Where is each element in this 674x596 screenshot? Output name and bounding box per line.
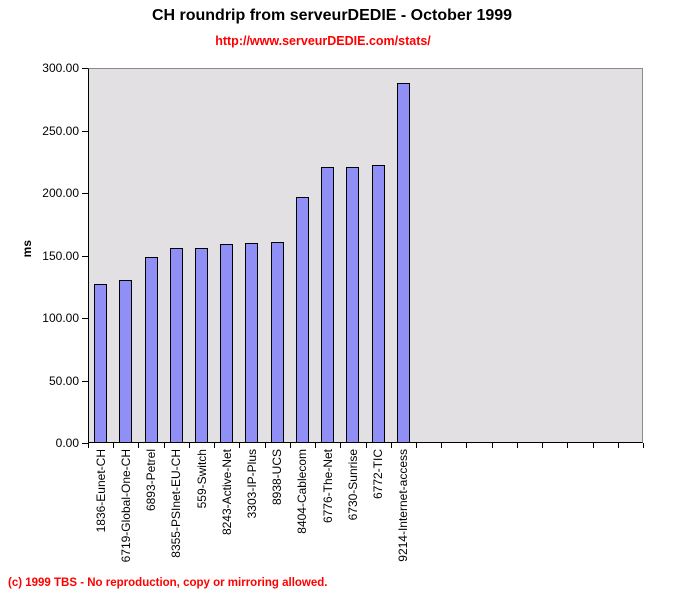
bar-8243-Active-Net <box>220 244 233 443</box>
bar-6730-Sunrise <box>346 167 359 443</box>
x-tick-mark <box>214 443 215 448</box>
x-category-label: 6893-Petrel <box>144 449 158 512</box>
x-tick-mark <box>315 443 316 448</box>
x-tick-mark <box>492 443 493 448</box>
x-category-label: 6776-The-Net <box>321 449 335 524</box>
x-category-label: 8404-Cablecom <box>295 449 309 534</box>
x-tick-mark <box>441 443 442 448</box>
y-tick-label: 300.00 <box>42 61 79 75</box>
x-tick-mark <box>416 443 417 448</box>
y-tick-mark <box>82 381 88 382</box>
copyright-notice: (c) 1999 TBS - No reproduction, copy or … <box>8 577 328 589</box>
y-tick-label: 150.00 <box>42 249 79 263</box>
bar-6893-Petrel <box>145 257 158 443</box>
y-tick-mark <box>82 68 88 69</box>
x-tick-mark <box>138 443 139 448</box>
y-tick-mark <box>82 131 88 132</box>
bar-8938-UCS <box>271 242 284 443</box>
bar-6719-Global-One-CH <box>119 280 132 443</box>
y-tick-mark <box>82 256 88 257</box>
x-tick-mark <box>290 443 291 448</box>
x-tick-mark <box>466 443 467 448</box>
x-tick-mark <box>88 443 89 448</box>
y-tick-mark <box>82 193 88 194</box>
x-tick-mark <box>542 443 543 448</box>
x-category-label: 6719-Global-One-CH <box>119 449 133 563</box>
x-tick-mark <box>366 443 367 448</box>
x-tick-mark <box>618 443 619 448</box>
x-category-label: 3303-IP-Plus <box>245 449 259 519</box>
bar-3303-IP-Plus <box>245 243 258 443</box>
bar-6776-The-Net <box>321 167 334 443</box>
x-category-label: 1836-Eunet-CH <box>94 449 108 533</box>
x-tick-mark <box>265 443 266 448</box>
x-tick-mark <box>517 443 518 448</box>
x-tick-mark <box>567 443 568 448</box>
x-tick-mark <box>593 443 594 448</box>
x-tick-mark <box>113 443 114 448</box>
x-category-label: 6730-Sunrise <box>346 449 360 521</box>
x-category-label: 8355-PSInet-EU-CH <box>169 449 183 558</box>
x-tick-mark <box>340 443 341 448</box>
x-category-label: 559-Switch <box>195 449 209 509</box>
bar-6772-TIC <box>372 165 385 443</box>
x-category-label: 6772-TIC <box>371 449 385 500</box>
y-tick-label: 50.00 <box>48 374 79 388</box>
bar-9214-Internet-access <box>397 83 410 443</box>
x-tick-mark <box>164 443 165 448</box>
y-tick-label: 250.00 <box>42 124 79 138</box>
y-tick-label: 0.00 <box>55 436 79 450</box>
x-tick-mark <box>239 443 240 448</box>
y-tick-label: 100.00 <box>42 311 79 325</box>
x-category-label: 9214-Internet-access <box>396 449 410 562</box>
chart-subtitle-url: http://www.serveurDEDIE.com/stats/ <box>215 34 431 48</box>
chart-title: CH roundrip from serveurDEDIE - October … <box>151 7 513 24</box>
bar-1836-Eunet-CH <box>94 284 107 443</box>
x-tick-mark <box>189 443 190 448</box>
y-tick-label: 200.00 <box>42 186 79 200</box>
x-tick-mark <box>643 443 644 448</box>
x-category-label: 8243-Active-Net <box>220 449 234 536</box>
bar-8355-PSInet-EU-CH <box>170 248 183 443</box>
bar-8404-Cablecom <box>296 197 309 443</box>
y-tick-mark <box>82 443 88 444</box>
bar-559-Switch <box>195 248 208 443</box>
x-tick-mark <box>391 443 392 448</box>
x-category-label: 8938-UCS <box>270 449 284 506</box>
y-tick-mark <box>82 318 88 319</box>
